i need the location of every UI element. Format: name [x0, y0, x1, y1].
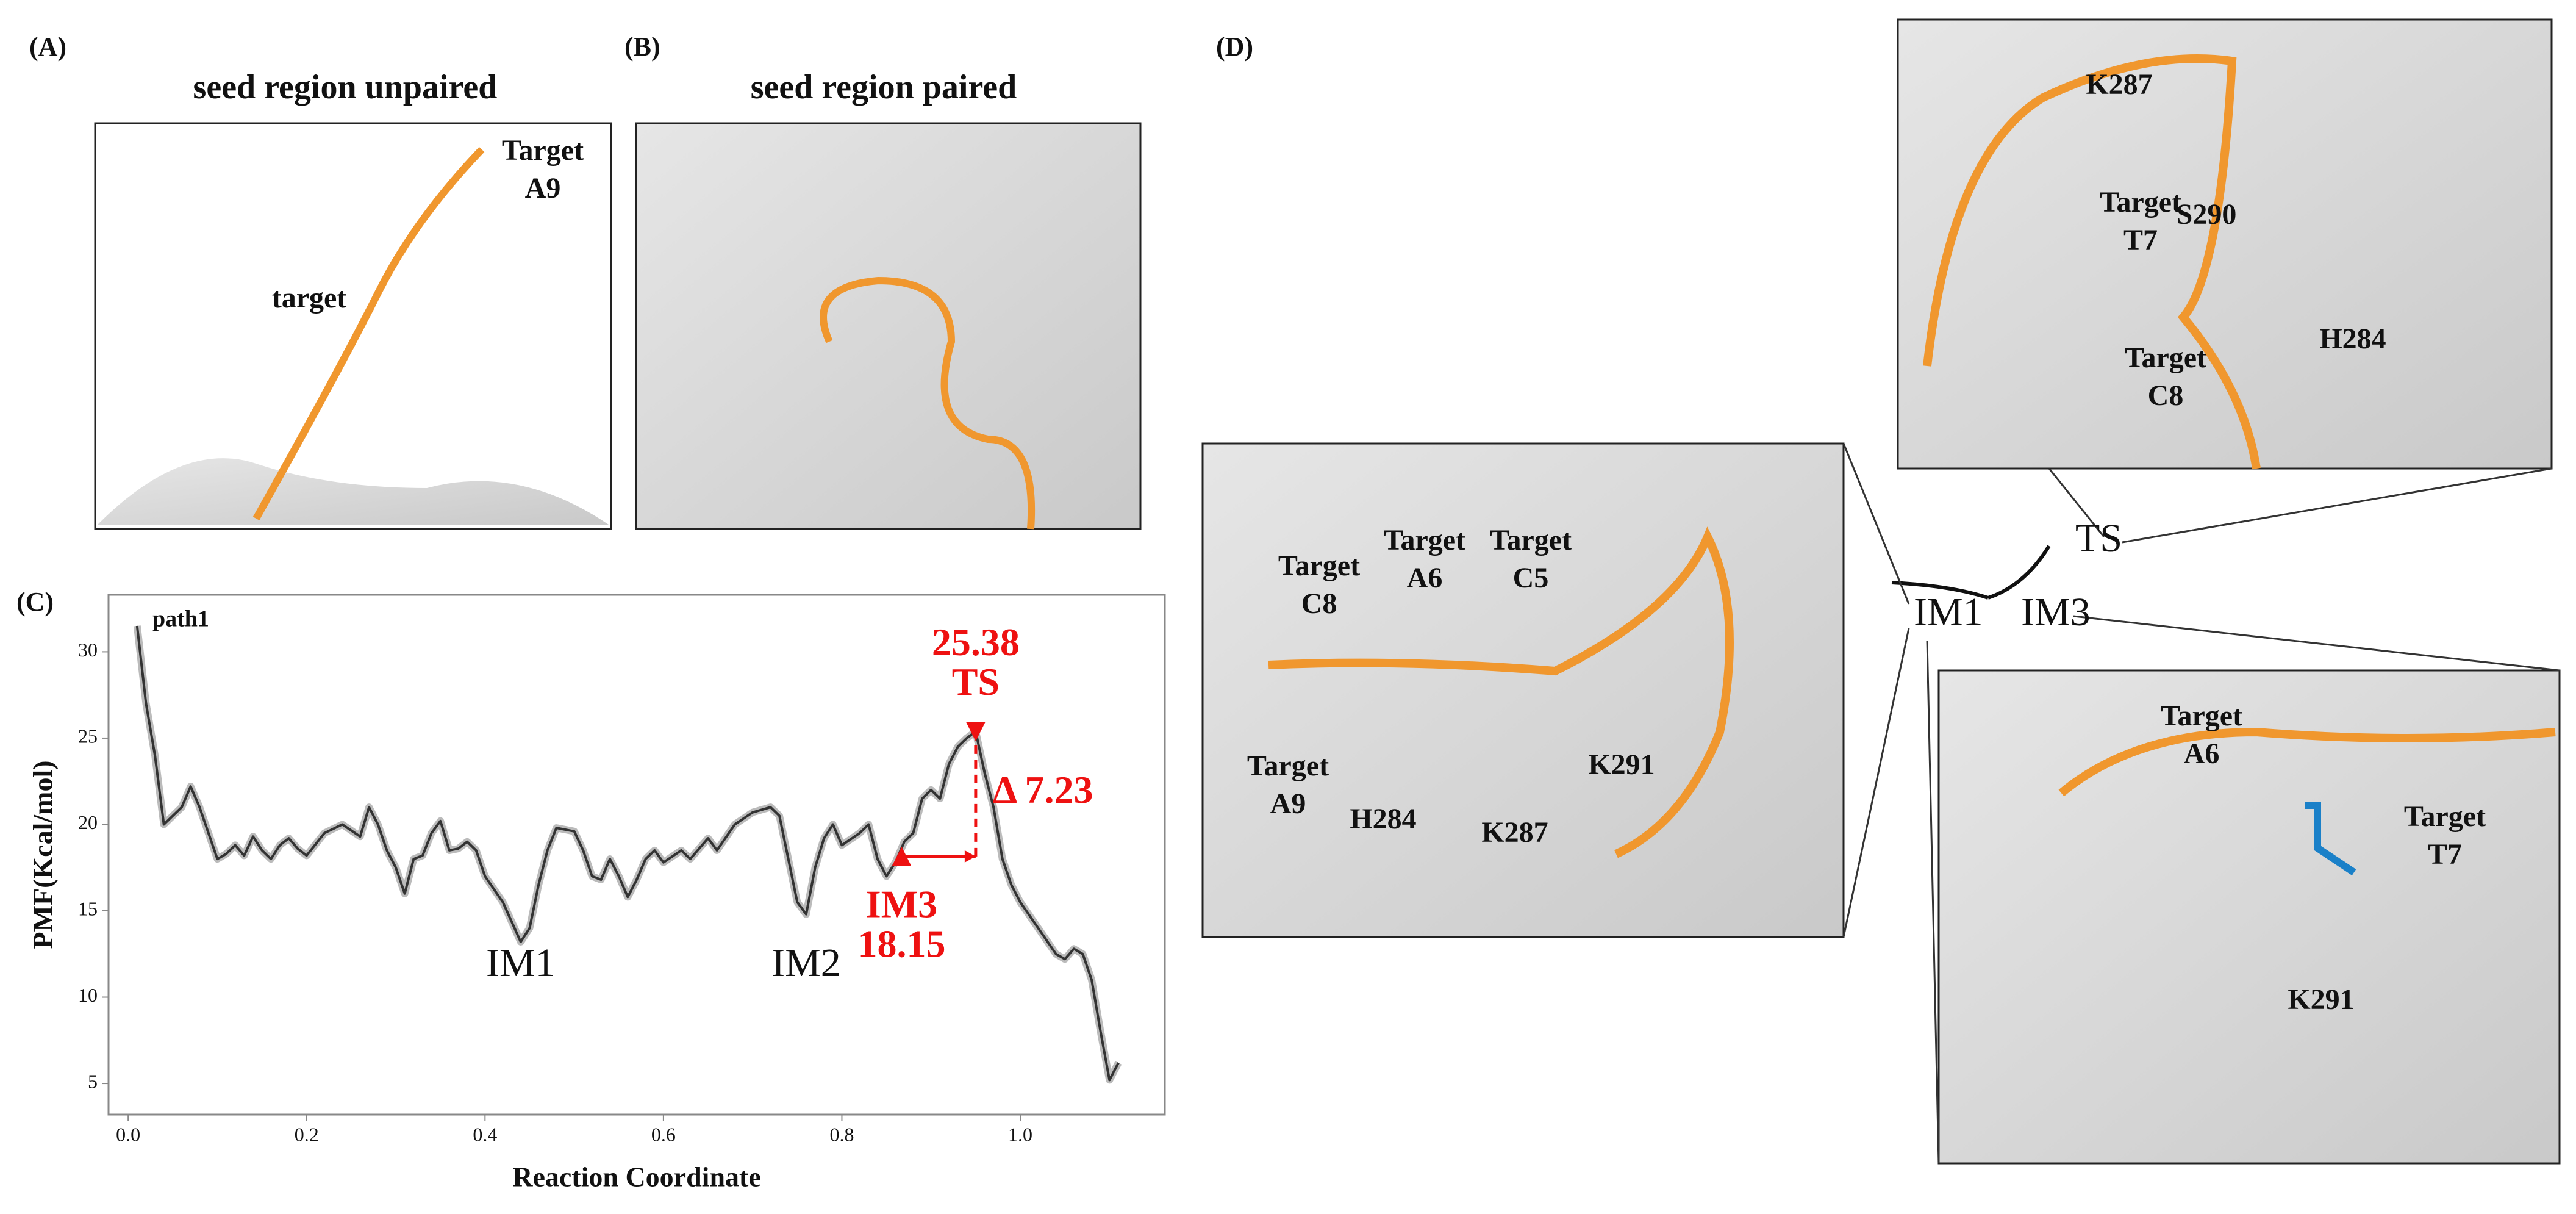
point-value: 18.15	[857, 922, 945, 966]
structure-image	[635, 122, 1142, 530]
structure-image	[1201, 18, 2561, 1165]
state-label: IM1	[1914, 590, 1983, 634]
structure-label: T7	[2428, 838, 2462, 871]
point-name: IM3	[866, 883, 937, 926]
panel-label: (B)	[624, 32, 660, 62]
structure-label: Target	[2100, 186, 2181, 218]
point-value: 25.38	[932, 620, 1020, 664]
plot-frame	[107, 594, 1166, 1116]
point-name: TS	[952, 660, 1000, 703]
x-tick-label: 1.0	[1008, 1123, 1032, 1145]
structure-label: Target	[502, 134, 584, 167]
y-tick-label: 25	[78, 725, 98, 747]
structure-label: K291	[1588, 749, 1655, 781]
line	[135, 625, 1120, 1082]
y-tick-label: 10	[78, 984, 98, 1006]
structure-label: A9	[525, 172, 561, 204]
structure-label: Target	[1384, 524, 1465, 556]
y-tick-label: 20	[78, 811, 98, 833]
structure-label: A6	[1407, 562, 1443, 594]
panel-label: (C)	[16, 587, 54, 617]
x-tick-label: 0.2	[295, 1123, 319, 1145]
structure-label: Target	[1278, 550, 1360, 582]
structure-label: K287	[1481, 816, 1548, 849]
structure-label: Target	[2125, 342, 2206, 374]
structure-label: target	[272, 282, 347, 314]
panel-title: seed region paired	[751, 68, 1017, 106]
structure-label: A6	[2184, 738, 2220, 770]
structure-label: C8	[2148, 379, 2184, 412]
structure-label: S290	[2177, 198, 2237, 231]
y-axis-label: PMF(Kcal/mol)	[27, 760, 59, 949]
x-tick-label: 0.0	[116, 1123, 140, 1145]
annotation: IM2	[771, 941, 841, 985]
marker	[965, 722, 986, 742]
y-tick-label: 15	[78, 897, 98, 919]
structure-label: Target	[1247, 750, 1329, 782]
structure-label: Target	[1490, 524, 1572, 556]
y-tick-label: 5	[88, 1070, 98, 1092]
arrow-head	[964, 850, 976, 863]
y-tick-label: 30	[78, 639, 98, 661]
structure-image	[94, 122, 612, 530]
structure-label: C5	[1513, 562, 1549, 594]
x-tick-label: 0.4	[473, 1123, 497, 1145]
structure-label: A9	[1270, 788, 1306, 820]
legend-label: path1	[152, 606, 209, 632]
annotation: IM1	[486, 941, 556, 985]
structure-label: K287	[2086, 68, 2152, 101]
structure-label: H284	[2319, 323, 2386, 355]
x-tick-label: 0.8	[829, 1123, 854, 1145]
panel-label: (D)	[1216, 32, 1253, 62]
structure-label: H284	[1350, 803, 1416, 835]
panel-title: seed region unpaired	[193, 68, 498, 106]
structure-label: C8	[1301, 587, 1337, 620]
structure-label: T7	[2123, 224, 2158, 256]
x-tick-label: 0.6	[651, 1123, 676, 1145]
state-label: TS	[2075, 516, 2122, 561]
state-label: IM3	[2021, 590, 2091, 634]
structure-label: Target	[2161, 700, 2242, 732]
x-axis-label: Reaction Coordinate	[512, 1162, 761, 1193]
delta-label: Δ 7.23	[993, 768, 1093, 811]
structure-label: Target	[2404, 800, 2486, 833]
structure-label: K291	[2288, 983, 2354, 1016]
panel-label: (A)	[29, 32, 66, 62]
